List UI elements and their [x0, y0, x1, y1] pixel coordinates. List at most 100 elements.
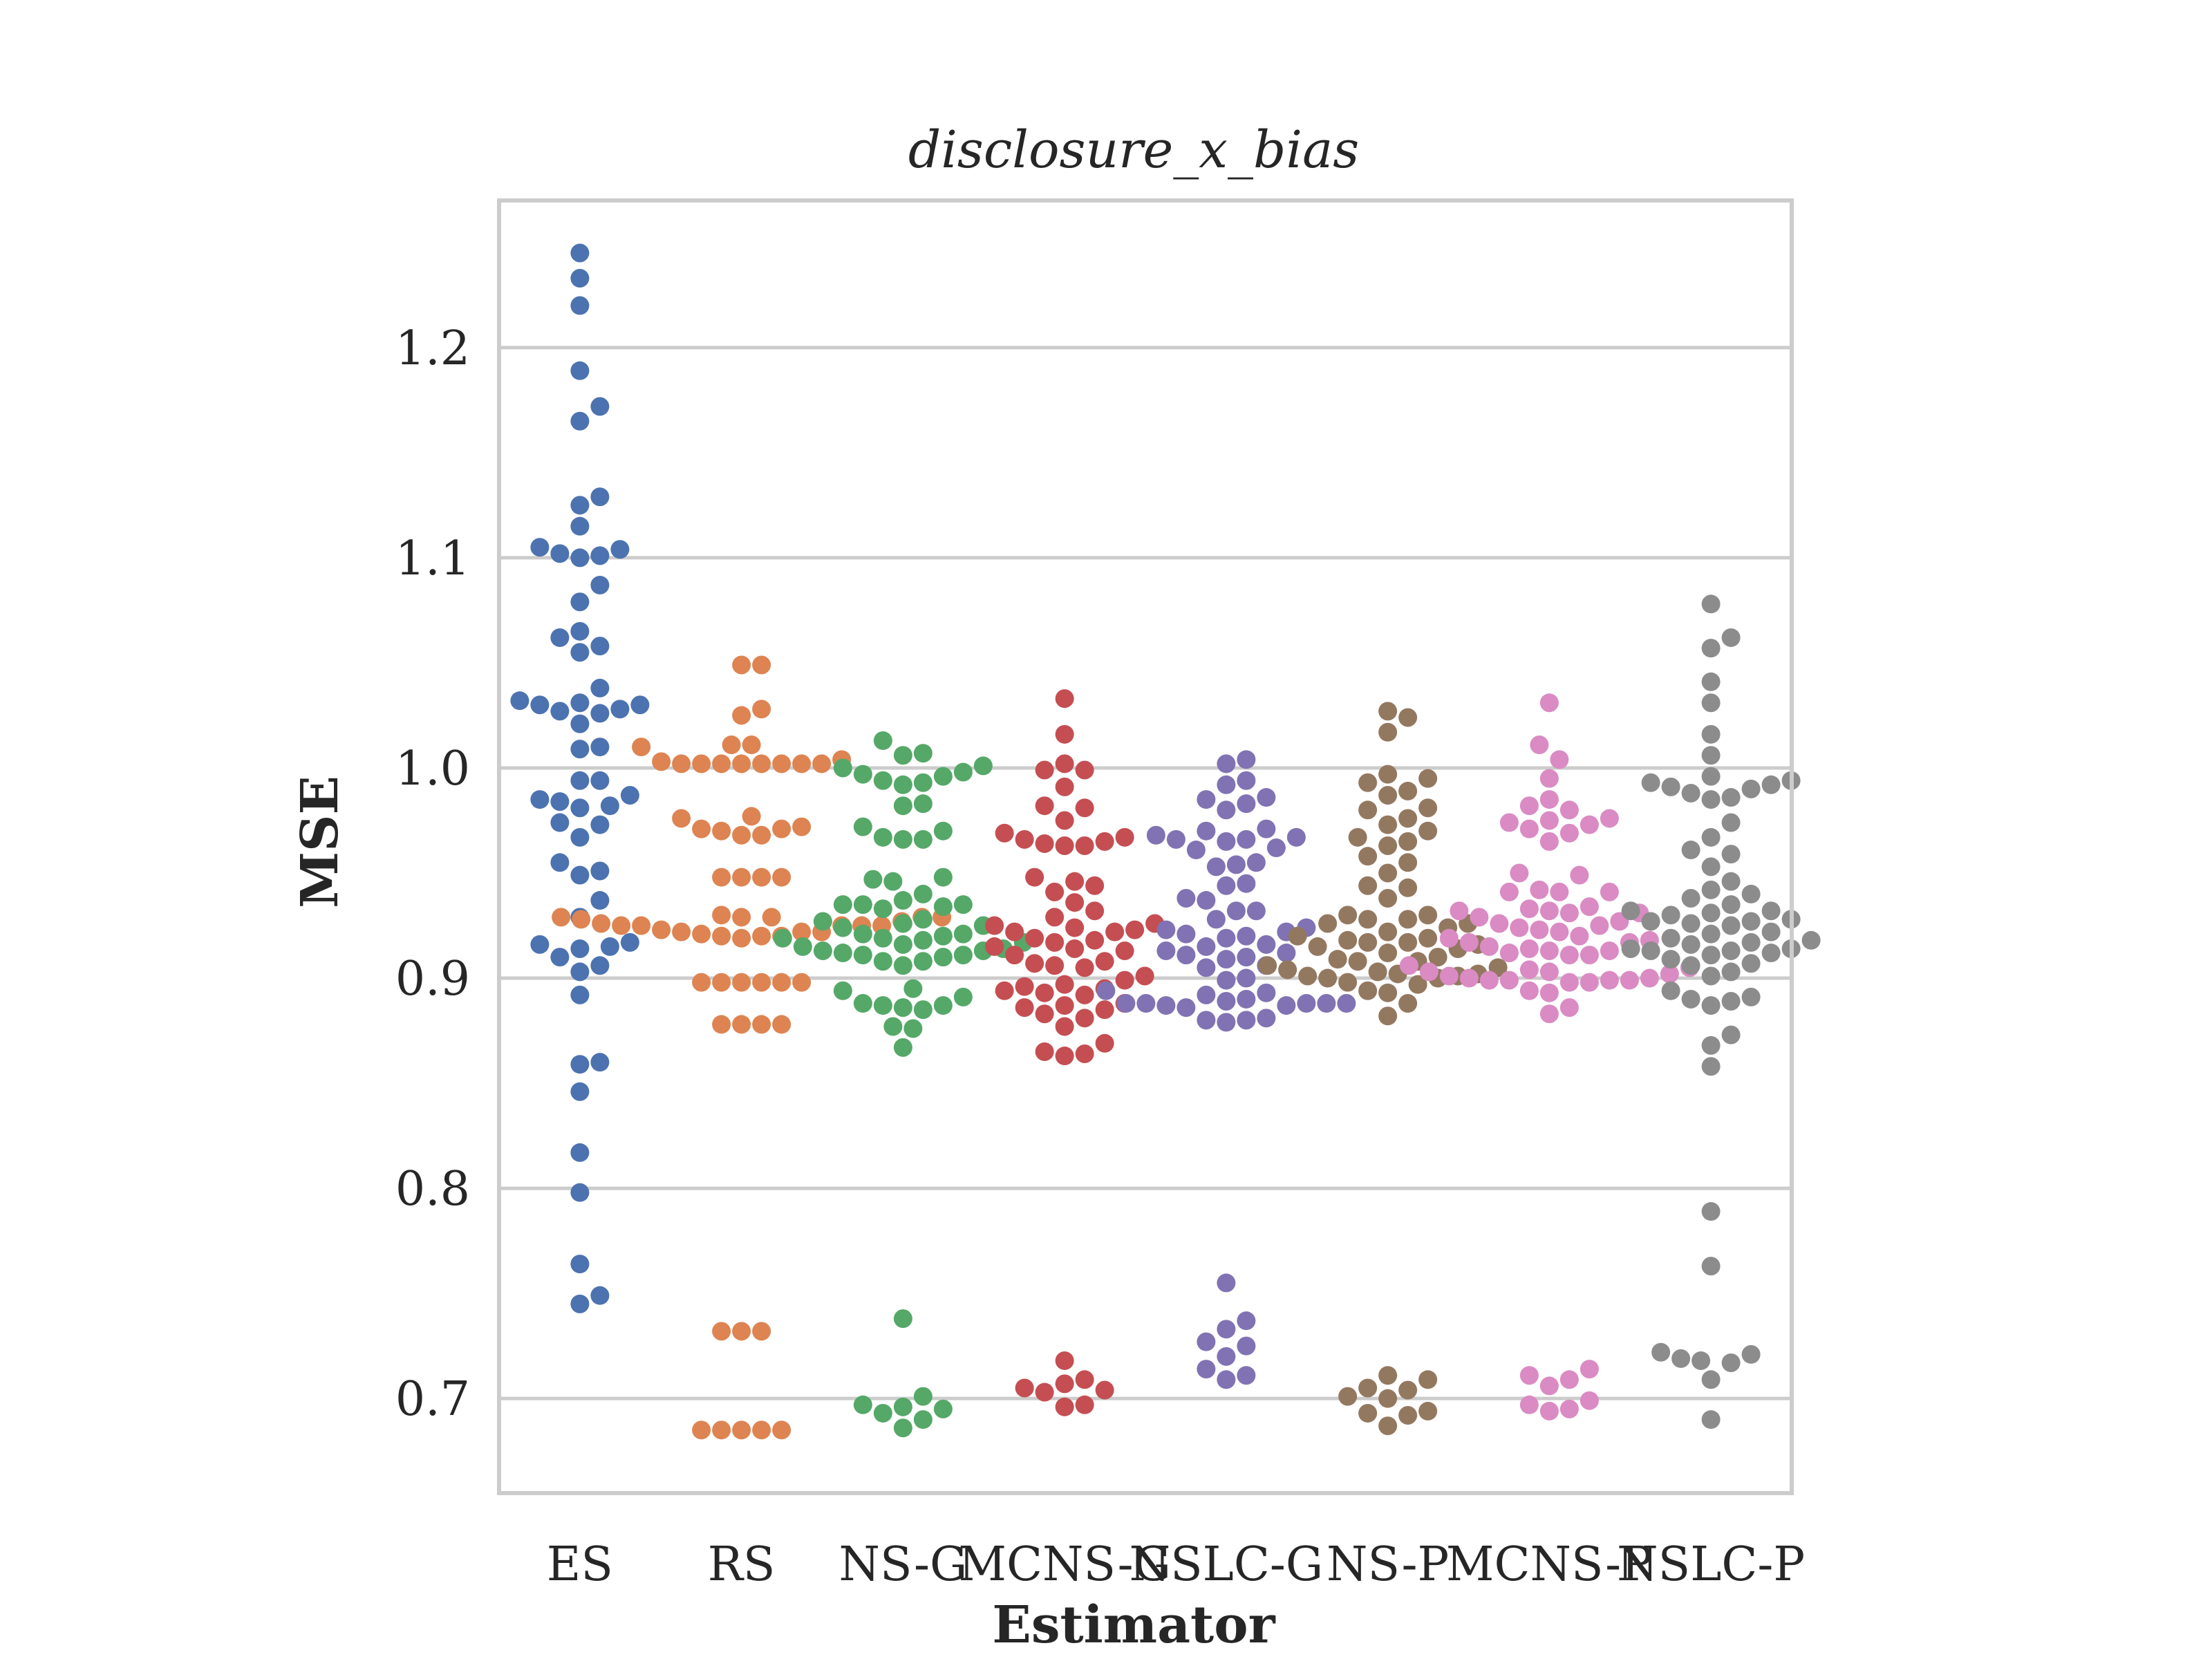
data-point: [833, 918, 852, 937]
data-point: [600, 796, 619, 816]
data-point: [712, 1322, 731, 1341]
data-point: [1408, 975, 1427, 994]
data-point: [893, 830, 912, 849]
data-point: [1328, 950, 1347, 969]
y-tick-label: 1.1: [395, 532, 470, 586]
data-point: [1398, 781, 1418, 800]
data-point: [590, 637, 610, 656]
data-point: [1691, 1351, 1711, 1370]
data-point: [1055, 754, 1074, 774]
data-point: [732, 655, 751, 675]
data-point: [1761, 901, 1781, 921]
data-point: [1580, 1360, 1599, 1379]
data-point: [570, 296, 590, 315]
data-point: [985, 937, 1004, 956]
data-point: [893, 796, 912, 816]
data-point: [570, 269, 590, 288]
data-point: [590, 815, 610, 834]
data-point: [1358, 910, 1378, 929]
data-point: [1055, 1397, 1074, 1416]
data-point: [873, 952, 892, 971]
data-point: [893, 935, 912, 954]
data-point: [1095, 832, 1114, 851]
data-point: [570, 827, 590, 847]
data-point: [1418, 1370, 1438, 1389]
data-point: [1156, 920, 1176, 939]
data-point: [1721, 628, 1741, 647]
data-point: [732, 825, 751, 845]
y-tick-label: 0.7: [395, 1372, 470, 1427]
data-point: [1681, 888, 1700, 908]
data-point: [732, 973, 751, 992]
data-point: [1197, 1360, 1216, 1379]
data-point: [1338, 930, 1358, 950]
data-point: [1237, 989, 1256, 1009]
data-point: [1499, 882, 1519, 901]
data-point: [1550, 750, 1569, 769]
data-point: [813, 941, 832, 961]
data-point: [1075, 836, 1094, 855]
data-point: [1398, 1405, 1418, 1425]
data-point: [893, 998, 912, 1018]
data-point: [732, 928, 751, 948]
data-point: [1651, 1342, 1671, 1362]
data-point: [1035, 1042, 1054, 1061]
data-point: [1539, 1376, 1559, 1396]
data-point: [1115, 941, 1134, 961]
data-point: [873, 771, 892, 790]
data-point: [973, 756, 993, 776]
data-point: [1418, 906, 1438, 925]
data-point: [1398, 994, 1418, 1013]
data-point: [953, 895, 973, 915]
data-point: [1661, 928, 1680, 948]
data-point: [953, 987, 973, 1006]
data-point: [1539, 901, 1559, 921]
data-point: [933, 1399, 953, 1418]
data-point: [1015, 998, 1034, 1018]
data-point: [1398, 932, 1418, 952]
data-point: [1095, 1000, 1114, 1020]
data-point: [1045, 908, 1065, 927]
data-point: [1065, 872, 1085, 891]
data-point: [1600, 882, 1619, 901]
data-point: [1580, 973, 1599, 992]
data-point: [1661, 777, 1680, 796]
data-point: [570, 1255, 590, 1274]
data-point: [570, 865, 590, 885]
data-point: [1045, 932, 1065, 952]
data-point: [752, 1015, 771, 1034]
data-point: [1237, 750, 1256, 769]
data-point: [1398, 1380, 1418, 1400]
data-point: [570, 962, 590, 982]
data-point: [1681, 914, 1700, 933]
data-point: [1156, 996, 1176, 1015]
data-point: [1257, 983, 1276, 1002]
data-point: [1055, 724, 1074, 744]
data-point: [752, 655, 771, 675]
data-point: [913, 1000, 932, 1020]
data-point: [1217, 800, 1236, 820]
data-point: [1539, 832, 1559, 851]
data-point: [1428, 948, 1447, 967]
data-point: [1206, 910, 1226, 929]
data-point: [1519, 939, 1539, 958]
data-point: [692, 973, 711, 992]
data-point: [1701, 672, 1721, 691]
data-point: [570, 621, 590, 641]
data-point: [1338, 973, 1358, 992]
data-point: [1671, 1349, 1691, 1368]
data-point: [1418, 798, 1438, 818]
data-point: [913, 794, 932, 814]
data-point: [1217, 971, 1236, 990]
data-point: [1741, 779, 1761, 798]
data-point: [792, 817, 812, 836]
data-point: [570, 939, 590, 958]
data-point: [570, 1294, 590, 1313]
data-point: [1559, 973, 1579, 992]
data-point: [1115, 827, 1134, 847]
data-point: [1368, 962, 1387, 982]
data-point: [1055, 1017, 1074, 1036]
data-point: [1075, 958, 1094, 977]
data-point: [1418, 928, 1438, 948]
